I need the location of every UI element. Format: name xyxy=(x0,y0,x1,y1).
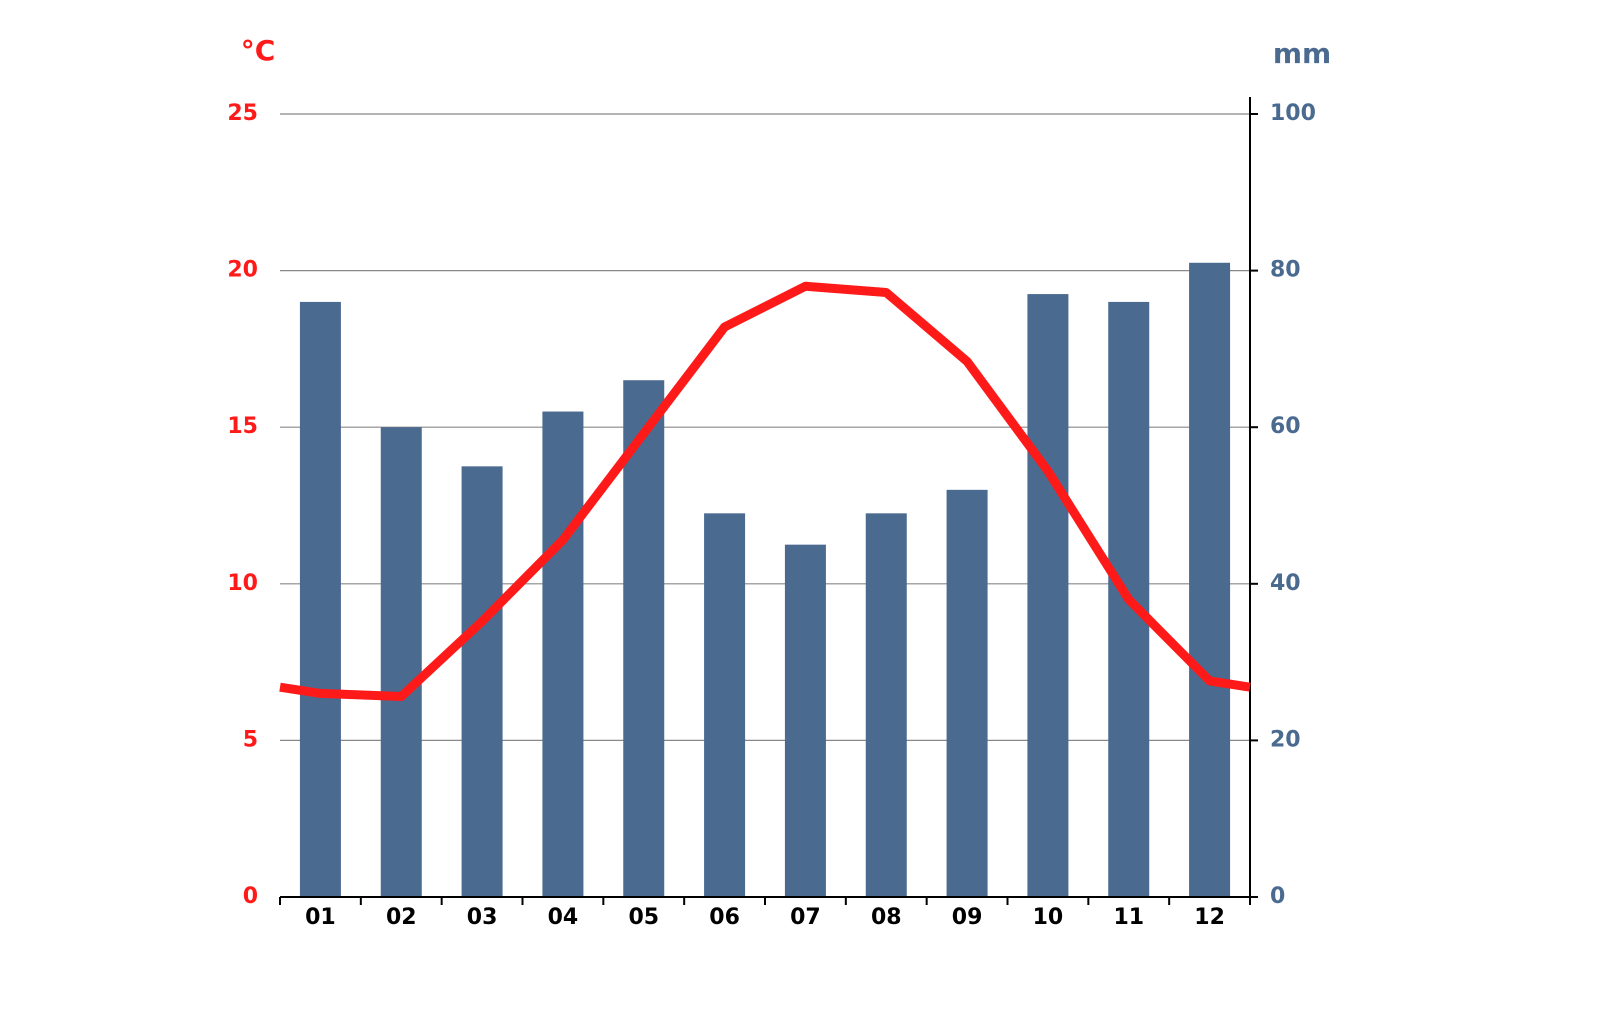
bar xyxy=(704,513,746,897)
bar xyxy=(784,544,826,897)
x-tick-label: 05 xyxy=(628,905,659,930)
x-tick-label: 07 xyxy=(790,905,821,930)
y2-tick-label: 20 xyxy=(1270,727,1301,752)
x-tick-label: 03 xyxy=(467,905,498,930)
x-tick-label: 09 xyxy=(952,905,983,930)
bar xyxy=(623,380,665,898)
bar xyxy=(1027,294,1069,898)
y2-tick-label: 100 xyxy=(1270,101,1316,126)
y2-tick-label: 40 xyxy=(1270,571,1301,596)
x-tick-label: 02 xyxy=(386,905,417,930)
x-tick-label: 04 xyxy=(548,905,579,930)
y-tick-label: 10 xyxy=(227,571,258,596)
bar xyxy=(542,411,584,897)
x-tick-label: 08 xyxy=(871,905,902,930)
y-tick-label: 20 xyxy=(227,258,258,283)
bar xyxy=(1189,262,1231,897)
y2-tick-label: 0 xyxy=(1270,884,1285,909)
y2-tick-label: 60 xyxy=(1270,414,1301,439)
y-tick-label: 5 xyxy=(243,727,258,752)
x-tick-label: 06 xyxy=(709,905,740,930)
bar xyxy=(461,466,503,897)
line xyxy=(279,281,1251,702)
x-tick-label: 11 xyxy=(1113,905,1144,930)
y-axis-label: °C xyxy=(241,34,276,67)
y-tick-label: 15 xyxy=(227,414,258,439)
bar xyxy=(946,489,988,897)
bar xyxy=(299,301,341,897)
x-tick-label: 12 xyxy=(1194,905,1225,930)
y2-tick-label: 80 xyxy=(1270,258,1301,283)
y2-axis-label: mm xyxy=(1273,37,1331,70)
bar xyxy=(380,427,422,897)
y-tick-label: 0 xyxy=(243,884,258,909)
y-tick-label: 25 xyxy=(227,101,258,126)
x-tick-label: 10 xyxy=(1033,905,1064,930)
bar xyxy=(865,513,907,897)
x-tick-label: 01 xyxy=(305,905,336,930)
